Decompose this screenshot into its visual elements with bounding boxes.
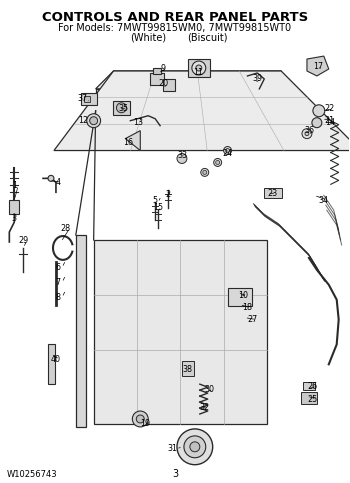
Text: 39: 39 (252, 74, 262, 84)
Text: 8: 8 (55, 293, 61, 302)
Text: 36: 36 (304, 126, 314, 135)
Text: 26: 26 (308, 382, 318, 391)
Circle shape (196, 65, 202, 71)
Circle shape (190, 442, 200, 452)
Text: 2: 2 (166, 190, 170, 199)
Circle shape (302, 128, 312, 139)
Text: (White): (White) (130, 32, 166, 42)
Bar (9, 200, 19, 214)
Text: 27: 27 (247, 315, 258, 324)
Text: W10256743: W10256743 (6, 469, 57, 479)
Text: 23: 23 (267, 189, 277, 198)
Circle shape (201, 169, 209, 176)
Text: 37: 37 (78, 94, 88, 103)
Bar (81, 93, 97, 105)
Bar (153, 68, 161, 74)
Text: 24: 24 (223, 149, 233, 158)
Polygon shape (96, 71, 281, 89)
Circle shape (216, 160, 220, 164)
Circle shape (177, 154, 187, 163)
Text: 40: 40 (51, 355, 61, 364)
Circle shape (48, 175, 54, 181)
Circle shape (132, 411, 148, 427)
Text: 14: 14 (325, 118, 335, 127)
Circle shape (87, 114, 100, 128)
Text: CONTROLS AND REAR PANEL PARTS: CONTROLS AND REAR PANEL PARTS (42, 11, 308, 24)
Bar (150, 73, 164, 85)
Text: 25: 25 (308, 395, 318, 404)
Text: 18: 18 (243, 303, 252, 312)
Text: 29: 29 (18, 236, 28, 244)
Text: 33: 33 (177, 151, 187, 160)
Circle shape (177, 429, 213, 465)
Text: 31: 31 (167, 444, 177, 454)
Polygon shape (125, 130, 140, 151)
Text: 4: 4 (55, 178, 61, 187)
Circle shape (313, 105, 325, 117)
Bar (76, 235, 86, 427)
Text: 32: 32 (200, 402, 210, 412)
Polygon shape (54, 71, 350, 151)
Text: 19: 19 (140, 419, 150, 428)
Text: 3: 3 (172, 469, 178, 479)
Text: 28: 28 (61, 224, 71, 233)
Circle shape (312, 118, 322, 128)
Bar (48, 344, 55, 384)
Bar (303, 382, 315, 390)
Text: 6: 6 (55, 263, 61, 272)
Text: 20: 20 (158, 79, 168, 88)
Circle shape (117, 103, 126, 113)
Text: 15: 15 (153, 203, 163, 212)
Bar (84, 96, 90, 102)
Text: 30: 30 (205, 384, 215, 394)
Circle shape (184, 436, 206, 458)
Text: (Biscuit): (Biscuit) (188, 32, 228, 42)
Bar (301, 392, 317, 404)
Circle shape (136, 415, 144, 423)
Text: 35: 35 (118, 104, 128, 114)
Text: 38: 38 (183, 365, 193, 374)
Circle shape (90, 117, 98, 125)
Polygon shape (307, 56, 329, 76)
Bar (182, 361, 194, 376)
Bar (112, 101, 130, 115)
Circle shape (305, 132, 309, 136)
Text: 7: 7 (55, 278, 61, 287)
Bar (228, 288, 252, 306)
Text: 34: 34 (319, 196, 329, 205)
Bar (188, 59, 210, 77)
Text: 3: 3 (12, 213, 17, 223)
Bar (94, 240, 267, 424)
Text: 12: 12 (78, 116, 88, 125)
Text: 9: 9 (161, 63, 166, 72)
Circle shape (226, 149, 230, 153)
Circle shape (224, 146, 232, 155)
Text: 21: 21 (325, 116, 335, 125)
Polygon shape (259, 71, 281, 111)
Circle shape (192, 61, 206, 75)
Text: 11: 11 (193, 69, 203, 77)
Text: 17: 17 (313, 61, 323, 71)
Text: 22: 22 (325, 104, 335, 114)
Bar (163, 79, 175, 91)
Text: 5: 5 (153, 196, 158, 205)
Text: 16: 16 (123, 138, 133, 147)
Text: 1: 1 (12, 181, 17, 190)
Circle shape (203, 170, 207, 174)
Bar (264, 188, 282, 198)
Text: For Models: 7MWT99815WM0, 7MWT99815WT0: For Models: 7MWT99815WM0, 7MWT99815WT0 (58, 23, 292, 33)
Text: 13: 13 (133, 118, 143, 127)
Circle shape (214, 158, 222, 167)
Text: 10: 10 (238, 291, 248, 300)
Bar (96, 89, 259, 111)
